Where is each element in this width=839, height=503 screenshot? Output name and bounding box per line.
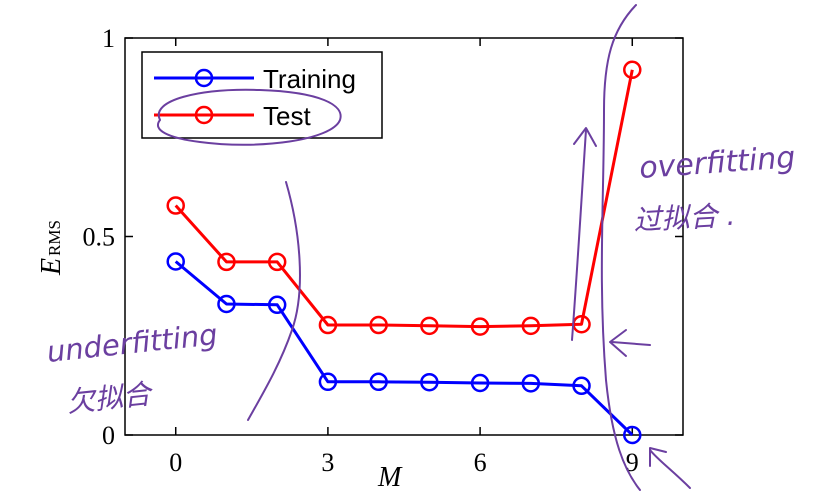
handwritten-annotations: underfitting 欠拟合 overfitting 过拟合 . xyxy=(45,4,796,491)
series-point-training-6 xyxy=(470,373,490,393)
legend-label-training: Training xyxy=(263,64,356,94)
series-point-test-5 xyxy=(420,316,439,336)
annotation-underfitting: underfitting xyxy=(45,317,219,369)
legend-marker-test xyxy=(194,105,214,125)
series-point-training-2 xyxy=(267,295,287,315)
x-axis-label: M xyxy=(377,462,403,493)
ink-arrow-up-head xyxy=(573,127,597,147)
ink-arrow-left-head xyxy=(609,329,627,357)
series-point-test-1 xyxy=(217,252,236,272)
series-point-test-9 xyxy=(623,60,642,80)
y-tick-label-1: 0.5 xyxy=(83,223,116,252)
y-axis-label: E RMS xyxy=(36,220,67,276)
series-point-test-2 xyxy=(267,252,287,272)
ink-underfit-bracket xyxy=(247,181,301,421)
ink-overfit-bracket xyxy=(600,4,641,491)
y-tick-label-2: 1 xyxy=(102,24,115,53)
legend-box xyxy=(141,51,383,139)
series-point-test-7 xyxy=(521,316,541,336)
series-point-training-8 xyxy=(572,376,591,396)
series-line-test xyxy=(174,69,634,329)
series-point-training-0 xyxy=(166,252,185,271)
ink-arrow-point-shaft xyxy=(649,449,691,489)
series-point-test-0 xyxy=(166,196,185,215)
y-tick-label-0: 0 xyxy=(102,421,115,450)
x-tick-label-2: 6 xyxy=(474,448,487,477)
series-point-test-4 xyxy=(369,315,388,335)
series-point-test-3 xyxy=(318,315,338,335)
legend-marker-training xyxy=(194,68,214,88)
annotation-overfitting-cn: 过拟合 . xyxy=(633,199,736,237)
series-point-training-9 xyxy=(623,425,642,445)
series-point-training-3 xyxy=(318,372,338,392)
x-tick-label-3: 9 xyxy=(626,448,639,477)
series-point-training-7 xyxy=(521,374,541,393)
legend-label-test: Test xyxy=(263,101,311,131)
annotation-underfitting-cn: 欠拟合 xyxy=(65,377,155,419)
series-point-test-6 xyxy=(470,317,490,336)
y-axis-label-main: E xyxy=(36,258,67,276)
ink-arrow-point-head xyxy=(649,447,667,467)
series-point-training-5 xyxy=(420,372,439,392)
series-point-training-4 xyxy=(369,372,388,392)
annotation-overfitting: overfitting xyxy=(638,140,796,186)
series-point-training-1 xyxy=(217,294,236,314)
x-tick-label-1: 3 xyxy=(321,448,334,477)
ink-arrow-left-shaft xyxy=(611,341,651,346)
x-tick-label-0: 0 xyxy=(169,448,182,477)
ink-arrow-up-shaft xyxy=(571,129,587,341)
y-axis-label-sub: RMS xyxy=(45,220,64,256)
ink-circle-test xyxy=(157,88,342,146)
series-line-training xyxy=(174,260,634,437)
legend: Training Test xyxy=(141,51,383,139)
